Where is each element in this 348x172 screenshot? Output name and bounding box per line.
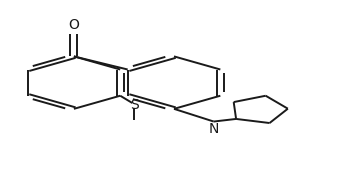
Text: N: N [208, 122, 219, 136]
Text: O: O [69, 18, 79, 32]
Text: S: S [130, 98, 139, 112]
